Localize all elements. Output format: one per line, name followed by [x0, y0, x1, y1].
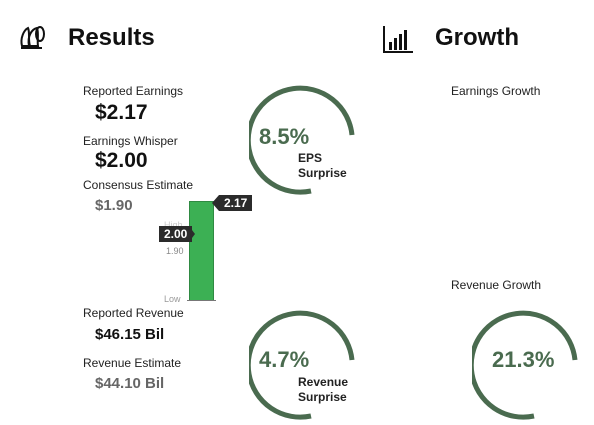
reported-revenue-value: $46.15 Bil [95, 326, 165, 343]
eps-surprise-line1: EPS [298, 151, 323, 165]
revenue-surprise-line2: Surprise [298, 390, 347, 404]
earnings-bar [189, 201, 214, 301]
revenue-growth-label: Revenue Growth [451, 278, 542, 292]
results-title: Results [68, 24, 155, 51]
revenue-estimate-value: $44.10 Bil [95, 375, 165, 392]
revenue-growth-gauge-ring [472, 310, 578, 420]
revenue-surprise-line1: Revenue [298, 375, 349, 389]
revenue-gauge-ring [249, 310, 355, 420]
eps-surprise-value: 8.5% [259, 124, 310, 149]
bar-chart-icon [383, 26, 413, 53]
whisper-tag-arrow [189, 226, 195, 242]
actual-tag: 2.17 [219, 195, 253, 211]
revenue-growth-value: 21.3% [492, 347, 555, 372]
consensus-label: Consensus Estimate [83, 178, 194, 192]
bar-baseline [187, 300, 216, 301]
whisper-value: $2.00 [95, 149, 148, 172]
revenue-estimate-label: Revenue Estimate [83, 356, 182, 370]
bar-high-label: High [164, 220, 183, 230]
reported-revenue-label: Reported Revenue [83, 306, 184, 320]
consensus-tick-label: 1.90 [166, 246, 184, 256]
money-bag-icon [20, 26, 45, 49]
actual-tag-arrow [212, 195, 219, 211]
consensus-value: $1.90 [95, 197, 133, 214]
whisper-label: Earnings Whisper [83, 134, 178, 148]
revenue-surprise-value: 4.7% [259, 347, 310, 372]
growth-title: Growth [435, 24, 519, 51]
eps-surprise-line2: Surprise [298, 166, 347, 180]
reported-earnings-value: $2.17 [95, 101, 148, 124]
earnings-growth-label: Earnings Growth [451, 84, 541, 98]
reported-earnings-label: Reported Earnings [83, 84, 184, 98]
whisper-tag: 2.00 [159, 226, 193, 242]
bar-low-label: Low [164, 294, 181, 304]
eps-gauge-ring [249, 85, 355, 195]
